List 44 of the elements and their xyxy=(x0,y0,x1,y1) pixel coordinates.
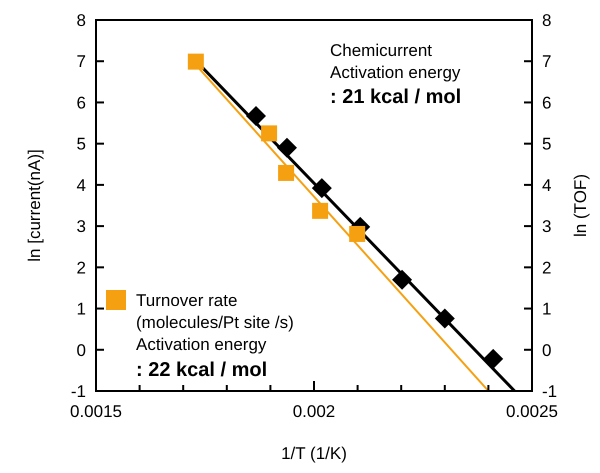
point xyxy=(278,164,294,181)
y-tick-label: 6 xyxy=(76,93,86,112)
x-axis-title: 1/T (1/K) xyxy=(281,444,347,463)
point xyxy=(434,308,455,328)
annotation: : 21 kcal / mol xyxy=(330,86,462,108)
annotation: Activation energy xyxy=(136,335,267,354)
annotation: : 22 kcal / mol xyxy=(136,359,268,381)
y-tick-label: 7 xyxy=(76,52,86,72)
y-tick-label: 8 xyxy=(76,11,86,30)
point xyxy=(392,270,412,290)
y2-tick-label: 0 xyxy=(542,340,552,360)
x-tick-label: 0.0015 xyxy=(70,402,122,421)
point xyxy=(312,202,328,219)
y-tick-label: 2 xyxy=(76,258,86,278)
y2-tick-label: 2 xyxy=(542,258,552,278)
point xyxy=(349,226,366,242)
y2-tick-label: -1 xyxy=(542,382,558,401)
y-axis-title: ln [current(nA)] xyxy=(25,149,44,262)
legend-label: Turnover rate xyxy=(136,291,238,310)
y2-tick-label: 4 xyxy=(542,176,552,195)
y2-tick-label: 6 xyxy=(542,93,552,112)
y-tick-label: 5 xyxy=(76,134,86,154)
annotation: Activation energy xyxy=(330,63,461,82)
y-tick-label: 4 xyxy=(76,176,86,195)
point xyxy=(261,125,278,142)
point xyxy=(312,178,332,198)
x-tick-label: 0.002 xyxy=(292,402,336,421)
y-tick-label: 0 xyxy=(76,340,86,360)
annotation: Chemicurrent xyxy=(330,41,432,60)
y2-tick-label: 5 xyxy=(542,134,552,154)
y2-tick-label: 8 xyxy=(542,11,552,30)
point xyxy=(483,348,504,369)
x-tick-label: 0.0025 xyxy=(506,402,558,421)
point xyxy=(246,106,266,126)
point xyxy=(188,54,204,70)
y-tick-label: 1 xyxy=(76,300,86,319)
point xyxy=(276,138,297,158)
y2-tick-label: 3 xyxy=(542,217,552,236)
y-tick-label: -1 xyxy=(70,382,86,401)
annotation: (molecules/Pt site /s) xyxy=(136,313,294,332)
y2-axis-title: ln (TOF) xyxy=(571,174,590,237)
y-tick-label: 3 xyxy=(76,217,86,236)
y2-tick-label: 1 xyxy=(542,300,552,319)
y2-tick-label: 7 xyxy=(542,52,552,72)
